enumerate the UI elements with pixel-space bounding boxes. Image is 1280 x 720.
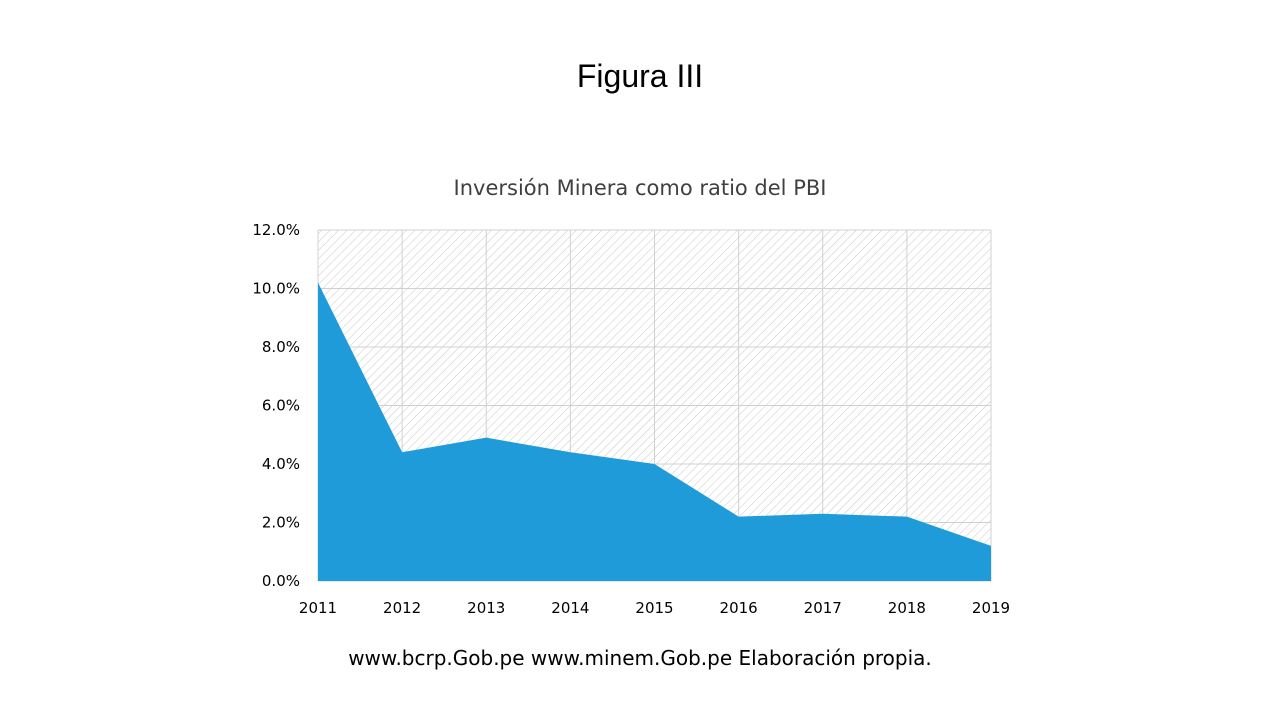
x-tick-label: 2014 [551, 599, 589, 617]
series-area [318, 282, 991, 581]
x-axis-tick-labels: 2011 2012 2013 2014 2015 2016 2017 2018 2019 [299, 599, 1010, 617]
x-tick-label: 2016 [720, 599, 758, 617]
series-area-fill [318, 282, 991, 581]
x-tick-label: 2018 [888, 599, 926, 617]
y-tick-label: 4.0% [262, 455, 300, 473]
y-tick-label: 2.0% [262, 514, 300, 532]
x-tick-label: 2015 [635, 599, 673, 617]
x-tick-label: 2019 [972, 599, 1010, 617]
y-tick-label: 12.0% [252, 221, 300, 239]
y-tick-label: 8.0% [262, 338, 300, 356]
y-tick-label: 0.0% [262, 572, 300, 590]
y-tick-label: 6.0% [262, 397, 300, 415]
x-tick-label: 2012 [383, 599, 421, 617]
chart-title: Inversión Minera como ratio del PBI [454, 176, 827, 200]
x-tick-label: 2013 [467, 599, 505, 617]
x-tick-label: 2011 [299, 599, 337, 617]
y-tick-label: 10.0% [252, 280, 300, 298]
source-note: www.bcrp.Gob.pe www.minem.Gob.pe Elabora… [348, 646, 932, 670]
y-axis-tick-labels: 0.0% 2.0% 4.0% 6.0% 8.0% 10.0% 12.0% [252, 221, 300, 590]
x-tick-label: 2017 [804, 599, 842, 617]
slide-title: Figura III [576, 58, 704, 94]
